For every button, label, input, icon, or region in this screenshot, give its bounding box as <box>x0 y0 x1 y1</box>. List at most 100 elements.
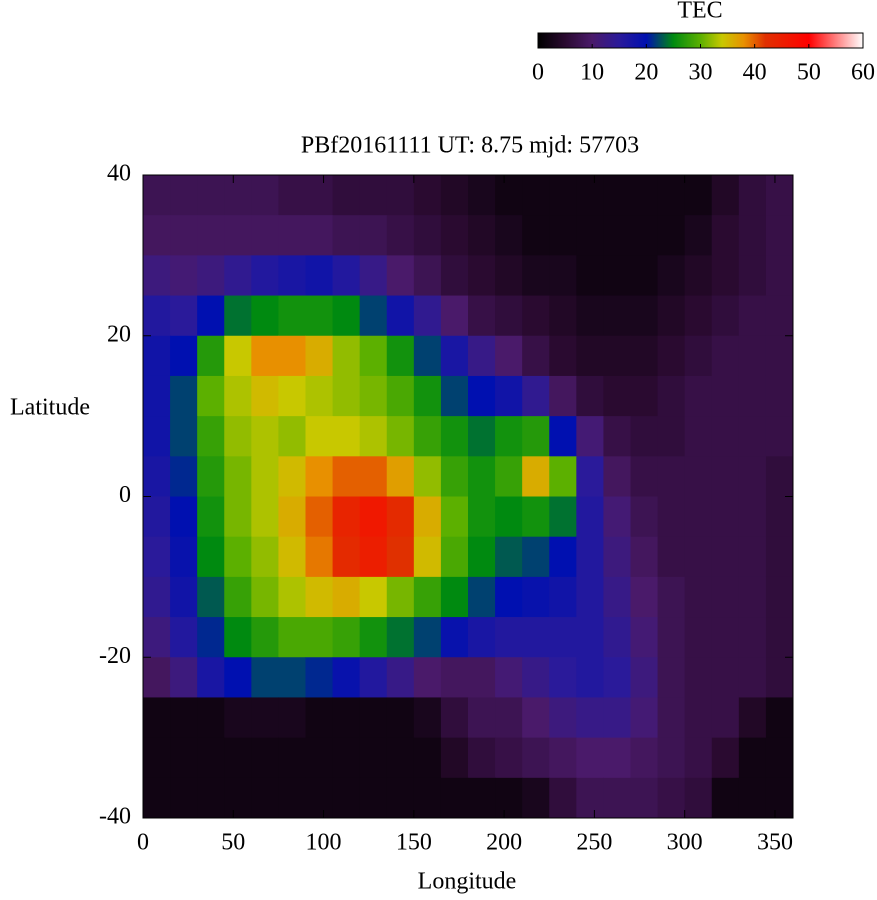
heat-cell <box>603 536 631 578</box>
heat-cell <box>522 416 550 457</box>
heat-cell <box>630 215 659 256</box>
heat-cell <box>332 697 361 739</box>
heat-cell <box>549 335 577 377</box>
heat-cell <box>359 255 388 297</box>
heat-cell <box>522 536 550 578</box>
heat-cell <box>684 375 713 417</box>
heat-cell <box>576 215 604 256</box>
heat-cell <box>359 416 388 457</box>
heat-cell <box>278 737 306 779</box>
heat-cell <box>684 335 713 377</box>
heat-cell <box>549 255 577 297</box>
heat-cell <box>630 335 659 377</box>
heat-cell <box>495 657 523 698</box>
heat-cell <box>738 777 767 819</box>
heat-cell <box>305 777 334 819</box>
heat-cell <box>603 657 631 698</box>
heat-cell <box>738 536 767 578</box>
heat-cell <box>549 617 577 658</box>
heat-cell <box>413 416 442 457</box>
heat-cell <box>765 255 794 297</box>
heat-cell <box>657 375 686 417</box>
heat-cell <box>603 335 631 377</box>
heat-cell <box>386 697 415 739</box>
heat-cell <box>657 777 686 819</box>
x-tick-label: 0 <box>137 830 149 856</box>
heat-cell <box>386 295 415 337</box>
heat-cell <box>765 576 794 618</box>
heat-cell <box>684 175 713 216</box>
y-tick-label: -40 <box>99 804 131 830</box>
heat-cell <box>738 617 767 658</box>
heat-cell <box>332 737 361 779</box>
heat-cell <box>170 375 198 417</box>
heat-cell <box>684 737 713 779</box>
heat-cell <box>711 617 740 658</box>
heat-cell <box>711 576 740 618</box>
heat-cell <box>224 617 252 658</box>
heat-cell <box>332 496 361 538</box>
heat-cell <box>413 536 442 578</box>
heat-cell <box>224 576 252 618</box>
heat-cell <box>657 576 686 618</box>
heat-cell <box>251 456 279 497</box>
heat-cell <box>359 777 388 819</box>
heat-cell <box>684 416 713 457</box>
heat-cell <box>765 416 794 457</box>
heat-cell <box>603 617 631 658</box>
heat-cell <box>386 416 415 457</box>
heat-cell <box>251 295 279 337</box>
colorbar-tick-label: 0 <box>532 60 544 86</box>
heat-cell <box>711 536 740 578</box>
y-axis-label: Latitude <box>10 395 90 421</box>
heat-cell <box>657 175 686 216</box>
heat-cell <box>549 496 577 538</box>
heat-cell <box>603 737 631 779</box>
heat-cell <box>143 697 171 739</box>
heat-cell <box>224 295 252 337</box>
heat-cell <box>278 617 306 658</box>
heat-cell <box>468 576 496 618</box>
x-tick-label: 350 <box>757 830 793 856</box>
heat-cell <box>170 617 198 658</box>
heat-cell <box>413 737 442 779</box>
x-tick-label: 300 <box>667 830 703 856</box>
heat-cell <box>765 215 794 256</box>
heat-cell <box>143 215 171 256</box>
heat-cell <box>197 617 225 658</box>
heat-cell <box>413 777 442 819</box>
heat-cell <box>359 215 388 256</box>
heat-cell <box>143 456 171 497</box>
heat-cell <box>332 375 361 417</box>
heat-cell <box>278 576 306 618</box>
heat-cell <box>224 456 252 497</box>
heat-cell <box>278 657 306 698</box>
heat-cell <box>224 416 252 457</box>
heat-cell <box>657 335 686 377</box>
heat-cell <box>278 175 306 216</box>
heat-cell <box>278 215 306 256</box>
heat-cell <box>359 175 388 216</box>
heat-cell <box>251 536 279 578</box>
heat-cell <box>305 335 334 377</box>
heat-cell <box>522 576 550 618</box>
heat-cell <box>576 536 604 578</box>
heat-cell <box>359 697 388 739</box>
heat-cell <box>603 777 631 819</box>
heat-cell <box>251 335 279 377</box>
heat-cell <box>630 777 659 819</box>
heat-cell <box>522 697 550 739</box>
colorbar-tick-label: 50 <box>797 60 821 86</box>
colorbar-tick-label: 40 <box>743 60 767 86</box>
heat-cell <box>386 335 415 377</box>
heat-cell <box>386 737 415 779</box>
heat-cell <box>413 657 442 698</box>
heat-cell <box>522 175 550 216</box>
heat-cell <box>332 255 361 297</box>
heat-cell <box>684 576 713 618</box>
heat-cell <box>224 496 252 538</box>
x-axis-label: Longitude <box>418 869 517 895</box>
heat-cell <box>468 456 496 497</box>
